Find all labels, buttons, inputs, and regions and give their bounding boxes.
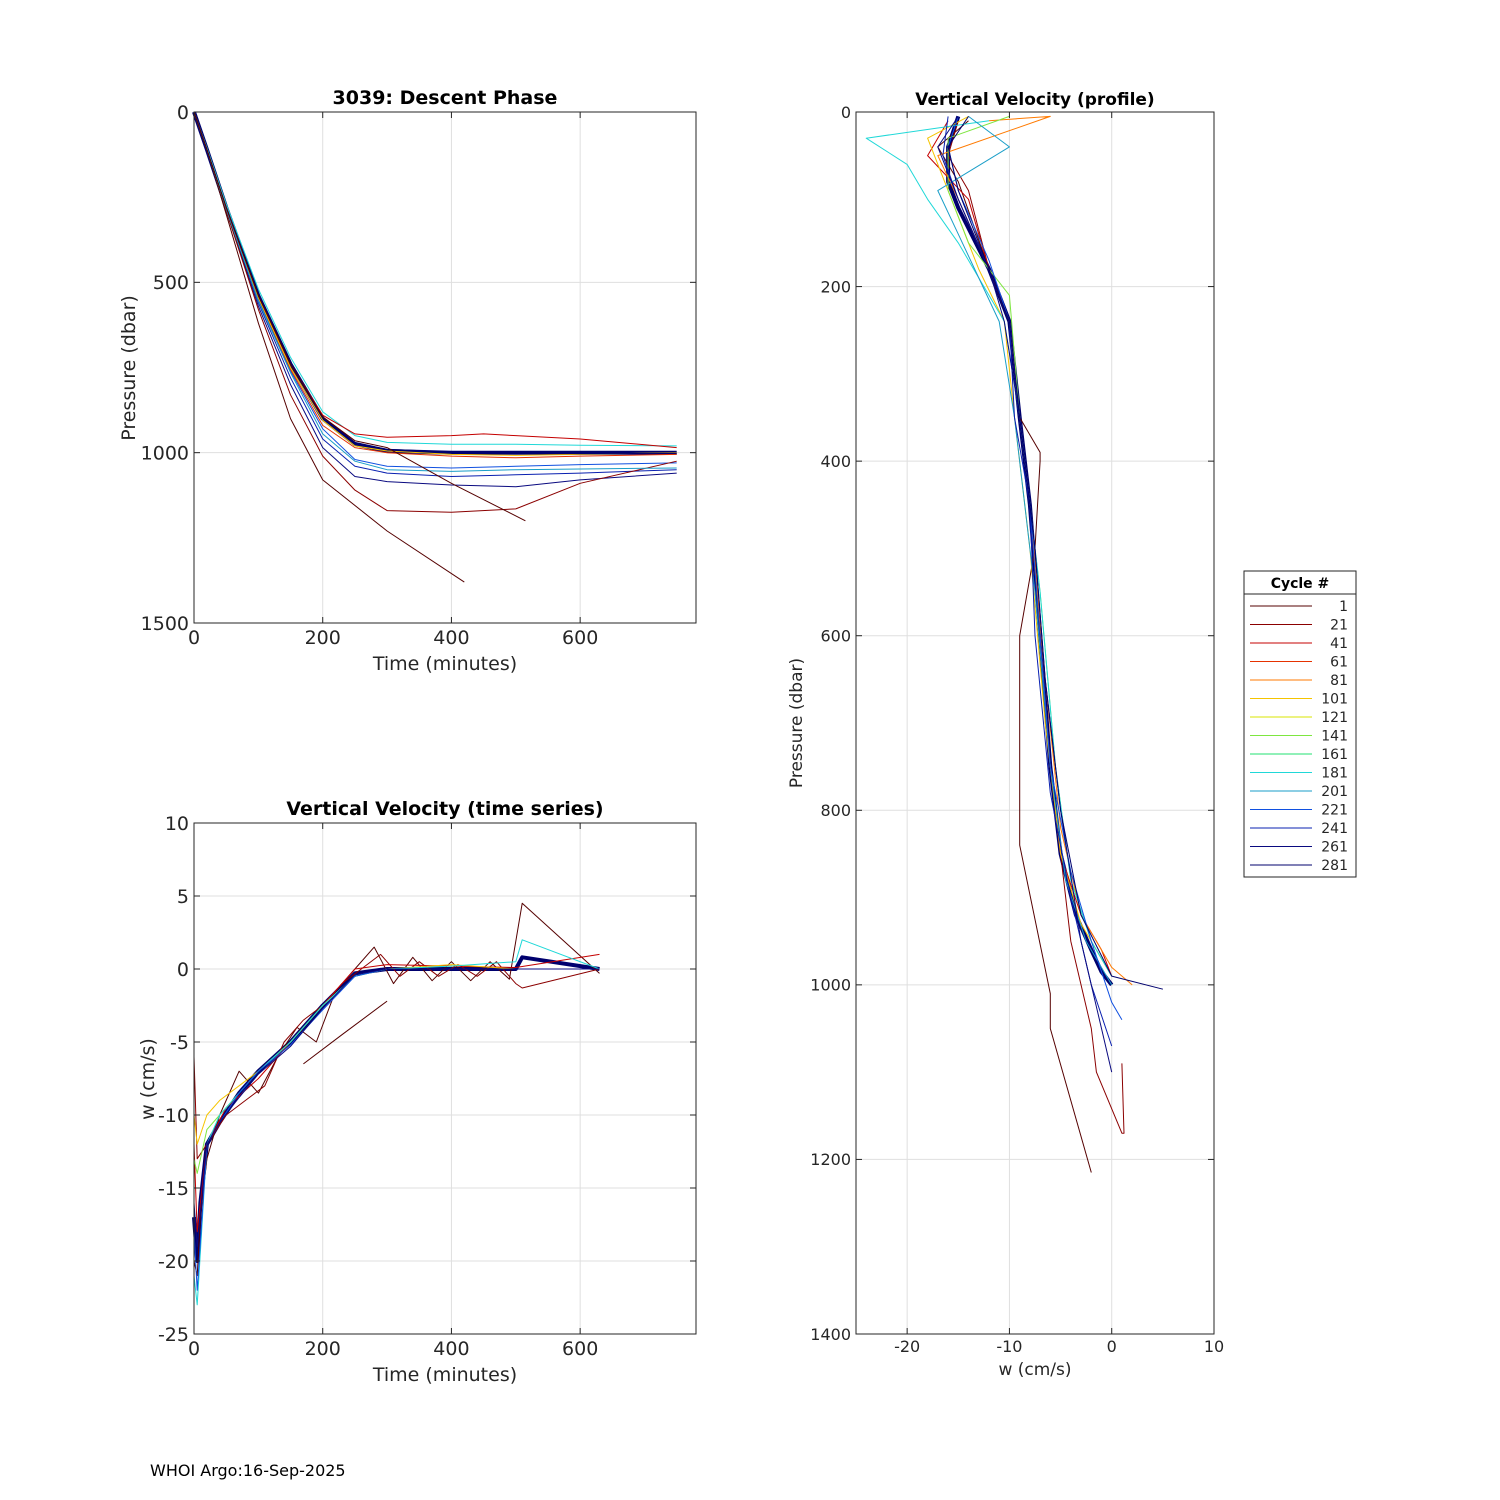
velocity-profile-xtick-label: 10 <box>1204 1337 1224 1356</box>
descent-xtick-label: 600 <box>562 627 598 649</box>
descent-ylabel: Pressure (dbar) <box>118 295 140 441</box>
velocity-time-xlabel: Time (minutes) <box>372 1364 517 1386</box>
velocity-profile-xlabel: w (cm/s) <box>998 1360 1071 1380</box>
velocity-profile-series-line <box>947 116 1164 990</box>
legend-label: 121 <box>1321 710 1348 726</box>
descent-xtick-label: 200 <box>305 627 341 649</box>
velocity-time-xtick-label: 600 <box>562 1338 598 1360</box>
velocity-profile-ytick-label: 600 <box>820 626 851 645</box>
legend-label: 241 <box>1321 821 1348 837</box>
velocity-time-ytick-label: 0 <box>177 959 189 981</box>
velocity-time-xtick-label: 400 <box>433 1338 469 1360</box>
legend-label: 261 <box>1321 840 1348 856</box>
velocity-time-xtick-label: 0 <box>188 1338 200 1360</box>
velocity-time-tick-labels: 0 200 400 600 10 5 0 -5 -10 -15 -20 -25 <box>158 813 696 1360</box>
velocity-profile-title: Vertical Velocity (profile) <box>915 90 1154 110</box>
descent-axes-frame <box>193 111 697 624</box>
descent-phase-chart: 0 200 400 600 0 500 1000 1500 3039: Descent Pha… <box>118 87 697 675</box>
velocity-time-series-line <box>193 939 600 1306</box>
velocity-time-xtick-label: 200 <box>305 1338 341 1360</box>
velocity-time-ylabel: w (cm/s) <box>137 1038 159 1120</box>
descent-ytick-label: 1000 <box>141 443 189 465</box>
velocity-time-ytick-label: -20 <box>158 1251 189 1273</box>
velocity-profile-ytick-label: 0 <box>841 103 851 122</box>
descent-title: 3039: Descent Phase <box>333 87 558 109</box>
legend-label: 281 <box>1321 858 1348 874</box>
legend-label: 41 <box>1330 636 1348 652</box>
velocity-time-series-line <box>303 1000 388 1065</box>
legend-label: 21 <box>1330 618 1348 634</box>
velocity-profile-ytick-label: 1000 <box>810 976 851 995</box>
velocity-profile-axes-frame <box>855 111 1215 1335</box>
velocity-profile-ytick-label: 1200 <box>810 1150 851 1169</box>
velocity-time-ytick-label: 5 <box>177 886 189 908</box>
legend: Cycle # 12141618110112114116118120122124… <box>1243 570 1357 878</box>
legend-label: 221 <box>1321 803 1348 819</box>
legend-label: 81 <box>1330 673 1348 689</box>
footer-credit: WHOI Argo:16-Sep-2025 <box>150 1461 346 1480</box>
velocity-profile-series-line <box>937 120 1092 1173</box>
descent-ytick-label: 0 <box>177 102 189 124</box>
legend-title: Cycle # <box>1271 576 1330 592</box>
legend-label: 141 <box>1321 729 1348 745</box>
descent-series-lines <box>192 111 677 583</box>
velocity-profile-xtick-label: -10 <box>996 1337 1022 1356</box>
legend-label: 201 <box>1321 784 1348 800</box>
legend-label: 1 <box>1339 599 1348 615</box>
velocity-time-axes-frame <box>193 822 697 1335</box>
descent-tick-labels: 0 200 400 600 0 500 1000 1500 <box>141 102 696 649</box>
legend-label: 61 <box>1330 655 1348 671</box>
legend-label: 101 <box>1321 692 1348 708</box>
velocity-time-ytick-label: -15 <box>158 1178 189 1200</box>
velocity-time-chart: 0 200 400 600 10 5 0 -5 -10 -15 -20 -25 Vertical Ve… <box>137 798 697 1386</box>
descent-series-line <box>193 111 677 447</box>
velocity-profile-ytick-label: 1400 <box>810 1325 851 1344</box>
velocity-time-ytick-label: -5 <box>170 1032 189 1054</box>
velocity-profile-xtick-label: 0 <box>1107 1337 1117 1356</box>
velocity-profile-series-lines <box>865 115 1164 1173</box>
velocity-profile-ytick-label: 400 <box>820 452 851 471</box>
velocity-time-series-lines <box>192 902 600 1306</box>
velocity-time-series-line <box>193 968 600 1247</box>
velocity-time-ytick-label: 10 <box>165 813 189 835</box>
velocity-time-title: Vertical Velocity (time series) <box>286 798 603 820</box>
descent-ytick-label: 500 <box>153 272 189 294</box>
descent-xlabel: Time (minutes) <box>372 653 517 675</box>
descent-series-line <box>193 111 526 522</box>
descent-xtick-label: 400 <box>433 627 469 649</box>
descent-ytick-label: 1500 <box>141 613 189 635</box>
velocity-time-ytick-label: -10 <box>158 1105 189 1127</box>
velocity-profile-xtick-label: -20 <box>894 1337 920 1356</box>
legend-label: 161 <box>1321 747 1348 763</box>
legend-box <box>1243 570 1357 878</box>
velocity-time-ytick-label: -25 <box>158 1324 189 1346</box>
legend-label: 181 <box>1321 766 1348 782</box>
velocity-profile-ytick-label: 800 <box>820 801 851 820</box>
descent-xtick-label: 0 <box>188 627 200 649</box>
velocity-profile-ytick-label: 200 <box>820 277 851 296</box>
velocity-profile-ylabel: Pressure (dbar) <box>787 658 807 788</box>
